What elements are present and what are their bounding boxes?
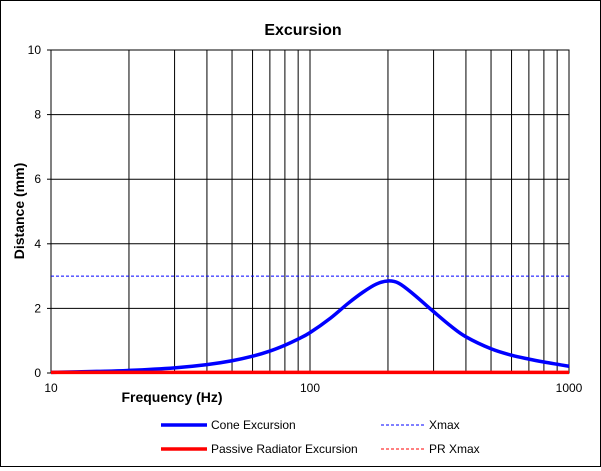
x-tick-label: 100 [300, 381, 320, 395]
y-tick-label: 10 [28, 43, 42, 57]
series-layer [50, 275, 570, 375]
x-axis-label: Frequency (Hz) [121, 389, 222, 405]
y-tick-label: 8 [34, 108, 41, 122]
legend-label: PR Xmax [429, 442, 480, 456]
grid-lines [51, 50, 569, 373]
tick-labels: 0 2 4 6 8 10 10 100 1000 [28, 43, 583, 395]
y-tick-label: 4 [34, 237, 41, 251]
legend: Cone Excursion Passive Radiator Excursion… [161, 418, 480, 456]
legend-label: Cone Excursion [211, 418, 296, 432]
legend-label: Xmax [429, 418, 460, 432]
y-tick-label: 6 [34, 172, 41, 186]
x-tick-label: 1000 [556, 381, 583, 395]
chart-title: Excursion [264, 22, 341, 39]
series-line-cone-excursion [50, 279, 570, 375]
y-axis-label: Distance (mm) [11, 163, 27, 259]
y-tick-label: 0 [34, 366, 41, 380]
x-tick-label: 10 [44, 381, 58, 395]
y-tick-label: 2 [34, 301, 41, 315]
legend-label: Passive Radiator Excursion [211, 442, 358, 456]
